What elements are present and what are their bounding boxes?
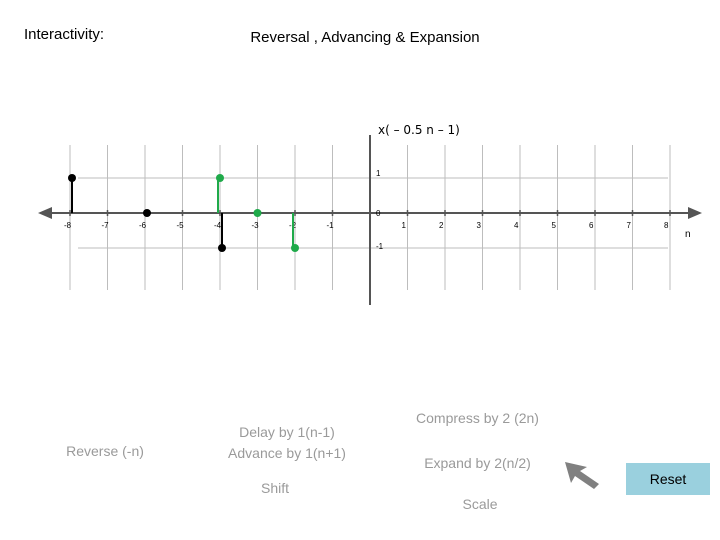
reverse-button[interactable]: Reverse (-n): [66, 443, 144, 459]
signal-point: [216, 174, 224, 182]
signal-point: [253, 209, 262, 217]
advance-button[interactable]: Advance by 1(n+1): [228, 445, 346, 461]
y-tick-label: -1: [376, 242, 384, 251]
expand-button[interactable]: Expand by 2(n/2): [424, 455, 531, 471]
x-tick-label: -5: [177, 221, 185, 230]
arrow-pointer-icon: [565, 462, 599, 489]
n-axis-label: n: [685, 229, 691, 240]
n-axis-right-arrow: [688, 207, 702, 219]
x-tick-label: -1: [327, 221, 335, 230]
y-tick-label: 0: [376, 209, 381, 218]
x-tick-label: -3: [252, 221, 260, 230]
axes: [38, 135, 702, 305]
x-tick-label: 6: [589, 221, 594, 230]
x-tick-label: 8: [664, 221, 669, 230]
grid-lines: [69, 145, 671, 290]
scale-button[interactable]: Scale: [462, 496, 498, 512]
x-tick-label: -7: [102, 221, 110, 230]
x-tick-label: -6: [139, 221, 147, 230]
signal-point: [291, 244, 299, 252]
signal-point: [218, 244, 226, 252]
x-tick-label: 2: [439, 221, 444, 230]
x-tick-label: 1: [402, 221, 407, 230]
x-tick-label: 7: [627, 221, 632, 230]
shift-button[interactable]: Shift: [260, 480, 289, 496]
delay-button[interactable]: Delay by 1(n-1): [239, 424, 335, 440]
x-tick-label: 4: [514, 221, 519, 230]
function-label: x( – 0.5 n – 1): [378, 123, 460, 137]
compress-button[interactable]: Compress by 2 (2n): [416, 410, 539, 426]
x-tick-label: 3: [477, 221, 482, 230]
y-tick-label: 1: [376, 169, 381, 178]
interactivity-label: Interactivity:: [24, 26, 105, 43]
signal-point: [68, 174, 76, 182]
x-tick-label: -4: [214, 221, 222, 230]
n-axis-left-arrow: [38, 207, 52, 219]
signals: [68, 174, 299, 252]
slide-title: Reversal , Advancing & Expansion: [250, 29, 480, 46]
signal-point: [143, 209, 151, 217]
reset-button[interactable]: Reset: [626, 463, 710, 495]
x-tick-label: -8: [64, 221, 72, 230]
x-tick-label: 5: [552, 221, 557, 230]
